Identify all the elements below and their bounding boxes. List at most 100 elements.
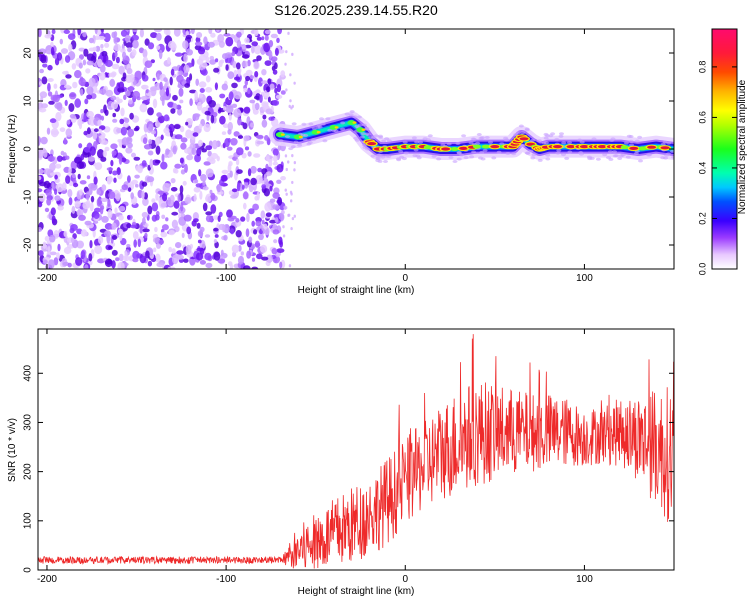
track-halo bbox=[550, 132, 556, 136]
noise-speckle bbox=[291, 104, 294, 108]
track-halo bbox=[511, 152, 517, 156]
noise-speckle bbox=[256, 55, 262, 61]
track-halo bbox=[470, 137, 476, 141]
noise-speckle bbox=[100, 115, 105, 121]
track-halo bbox=[377, 134, 383, 138]
noise-speckle bbox=[206, 114, 210, 121]
noise-speckle bbox=[198, 81, 207, 88]
noise-speckle bbox=[205, 168, 214, 178]
noise-speckle bbox=[196, 222, 201, 229]
noise-speckle bbox=[268, 40, 274, 48]
noise-speckle bbox=[144, 232, 148, 239]
noise-speckle bbox=[205, 195, 212, 202]
noise-speckle bbox=[130, 192, 134, 200]
track-core bbox=[566, 145, 576, 149]
noise-speckle bbox=[132, 29, 138, 33]
colorbar-tick-label: 0.6 bbox=[697, 111, 707, 124]
noise-speckle bbox=[269, 83, 275, 90]
noise-speckle bbox=[63, 29, 70, 34]
track-halo bbox=[427, 134, 433, 138]
track-halo bbox=[440, 143, 446, 147]
noise-speckle bbox=[88, 183, 96, 189]
noise-speckle bbox=[71, 173, 76, 179]
noise-speckle bbox=[115, 56, 120, 64]
noise-speckle bbox=[108, 191, 116, 199]
noise-speckle bbox=[125, 42, 134, 49]
track-halo bbox=[545, 157, 551, 161]
noise-speckle bbox=[80, 153, 85, 161]
noise-speckle bbox=[38, 188, 43, 193]
track-halo bbox=[320, 122, 326, 126]
noise-speckle bbox=[235, 158, 240, 166]
track-halo bbox=[578, 151, 584, 154]
track-halo bbox=[285, 135, 290, 139]
noise-speckle bbox=[155, 253, 161, 263]
noise-speckle bbox=[127, 187, 132, 193]
noise-speckle bbox=[219, 115, 226, 125]
track-halo bbox=[377, 159, 383, 163]
noise-speckle bbox=[143, 144, 152, 150]
noise-speckle bbox=[44, 207, 50, 213]
noise-speckle bbox=[229, 263, 234, 269]
noise-speckle bbox=[147, 205, 153, 215]
track-halo bbox=[354, 138, 360, 142]
track-halo bbox=[647, 153, 652, 157]
noise-speckle bbox=[50, 207, 56, 216]
noise-speckle bbox=[180, 202, 184, 212]
noise-speckle bbox=[182, 40, 189, 50]
noise-speckle bbox=[152, 98, 158, 109]
noise-speckle bbox=[51, 182, 55, 189]
noise-speckle bbox=[139, 29, 144, 38]
noise-speckle bbox=[279, 261, 283, 269]
noise-speckle bbox=[285, 50, 288, 54]
noise-speckle bbox=[60, 150, 65, 156]
noise-speckle bbox=[87, 156, 96, 162]
noise-speckle bbox=[231, 51, 236, 57]
noise-speckle bbox=[88, 37, 94, 44]
track-halo bbox=[352, 115, 358, 119]
noise-speckle bbox=[189, 89, 197, 94]
track-halo bbox=[317, 125, 323, 129]
noise-speckle bbox=[202, 180, 206, 186]
noise-speckle bbox=[112, 118, 118, 123]
noise-speckle bbox=[268, 116, 275, 121]
track-halo bbox=[361, 123, 367, 127]
colorbar-gradient bbox=[712, 29, 737, 269]
noise-speckle bbox=[73, 182, 79, 188]
track-core bbox=[367, 142, 377, 146]
noise-speckle bbox=[261, 184, 267, 190]
track-halo bbox=[359, 135, 365, 139]
noise-speckle bbox=[276, 179, 282, 184]
track-halo bbox=[660, 142, 666, 146]
noise-speckle bbox=[273, 239, 278, 244]
noise-speckle bbox=[42, 63, 48, 68]
noise-speckle bbox=[42, 149, 48, 158]
noise-speckle bbox=[97, 36, 106, 40]
noise-speckle bbox=[199, 190, 203, 200]
noise-speckle bbox=[258, 229, 263, 235]
noise-speckle bbox=[71, 205, 76, 214]
noise-speckle bbox=[180, 169, 186, 175]
noise-speckle bbox=[53, 83, 58, 89]
noise-speckle bbox=[203, 36, 208, 45]
noise-speckle bbox=[128, 85, 134, 93]
noise-speckle bbox=[54, 174, 58, 180]
noise-speckle bbox=[174, 134, 183, 140]
noise-speckle bbox=[175, 242, 182, 249]
track-halo bbox=[327, 128, 333, 132]
noise-speckle bbox=[110, 95, 117, 101]
noise-speckle bbox=[47, 82, 51, 92]
noise-speckle bbox=[170, 187, 178, 192]
noise-speckle bbox=[222, 123, 229, 128]
noise-speckle bbox=[82, 59, 87, 66]
track-warm bbox=[311, 129, 320, 135]
track-halo bbox=[623, 141, 629, 145]
noise-speckle bbox=[289, 199, 293, 203]
track-halo bbox=[609, 138, 615, 142]
noise-speckle bbox=[170, 178, 176, 184]
track-halo bbox=[456, 151, 462, 155]
noise-speckle bbox=[288, 213, 291, 217]
noise-speckle bbox=[83, 130, 88, 136]
track-hot bbox=[334, 126, 339, 129]
noise-speckle bbox=[74, 70, 82, 79]
